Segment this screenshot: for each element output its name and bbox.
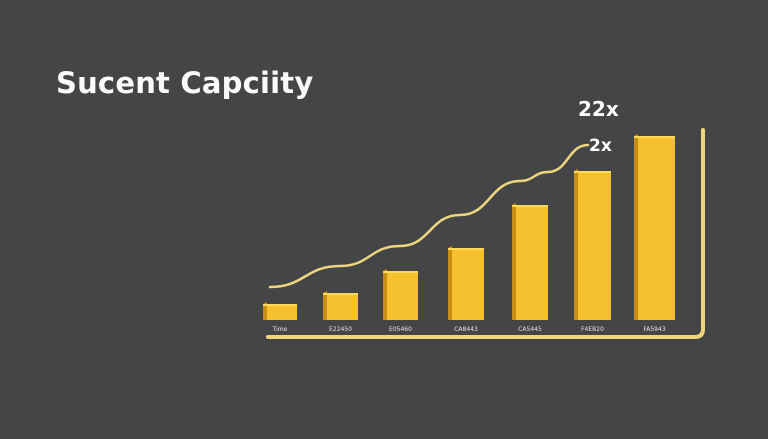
bar-side bbox=[512, 203, 516, 320]
bar-side bbox=[263, 302, 267, 320]
bar-top bbox=[512, 205, 548, 207]
bar-side bbox=[448, 246, 452, 320]
bar-top bbox=[383, 271, 418, 273]
bar-top bbox=[634, 136, 675, 138]
annotation-label: 2x bbox=[589, 136, 612, 156]
bar-top bbox=[323, 293, 358, 295]
bar-side bbox=[323, 291, 327, 320]
bar bbox=[383, 271, 418, 320]
bar-side bbox=[574, 169, 578, 320]
bar-side bbox=[383, 269, 387, 320]
trend-line bbox=[268, 143, 590, 289]
axis-line bbox=[266, 128, 705, 339]
category-label: CA8443 bbox=[454, 326, 478, 333]
category-label: Time bbox=[272, 326, 288, 333]
bar bbox=[263, 304, 297, 320]
bar bbox=[448, 248, 484, 320]
bar-top bbox=[263, 304, 297, 306]
bar bbox=[323, 293, 358, 320]
category-label: E22450 bbox=[329, 326, 352, 333]
category-label: F4EB20 bbox=[581, 326, 604, 333]
category-label: FA5943 bbox=[643, 326, 665, 333]
chart-title: Sucent Capciity bbox=[56, 66, 314, 100]
bar-top bbox=[574, 171, 611, 173]
bar bbox=[512, 205, 548, 320]
category-label: CA5445 bbox=[518, 326, 542, 333]
bar bbox=[574, 171, 611, 320]
category-label: E05460 bbox=[389, 326, 412, 333]
annotation-label: 22x bbox=[578, 97, 619, 121]
bar bbox=[634, 136, 675, 320]
bar-side bbox=[634, 134, 638, 320]
bar-top bbox=[448, 248, 484, 250]
